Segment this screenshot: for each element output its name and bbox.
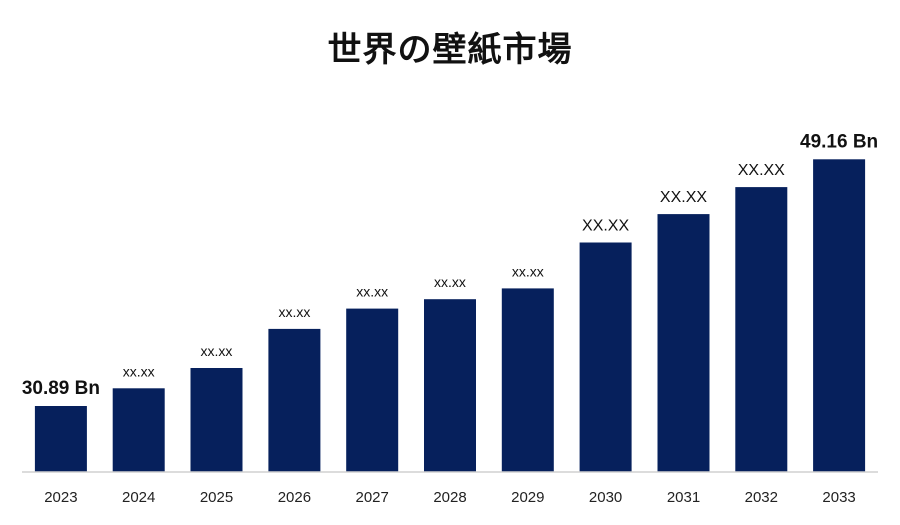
bar-2029 (501, 288, 554, 472)
x-tick-label-2031: 2031 (667, 489, 700, 506)
x-tick-label-2023: 2023 (44, 489, 77, 506)
bar-2027 (346, 308, 399, 472)
data-label-2033: 49.16 Bn (800, 131, 878, 152)
x-tick-label-2028: 2028 (433, 489, 466, 506)
chart-title: 世界の壁紙市場 (327, 30, 573, 70)
data-label-2025: xx.xx (201, 343, 233, 359)
bar-2032 (735, 187, 788, 472)
data-label-2026: xx.xx (278, 304, 310, 320)
bar-2031 (657, 214, 710, 472)
bar-2033 (813, 159, 866, 473)
data-label-2027: xx.xx (356, 284, 388, 300)
bar-2028 (424, 299, 476, 472)
data-labels-group: 30.89 Bn xx.xx xx.xx xx.xx xx.xx xx.xx xx.xx XX… (22, 131, 878, 399)
bar-2030 (579, 242, 632, 472)
x-tick-label-2024: 2024 (122, 489, 155, 506)
x-tick-label-2025: 2025 (200, 489, 233, 506)
bar-2026 (268, 328, 321, 472)
x-tick-label-2029: 2029 (511, 489, 544, 506)
bar-2025 (190, 368, 243, 472)
bars-group (34, 159, 866, 473)
x-tick-labels-group: 2023 2024 2025 2026 2027 2028 2029 2030 2031 2032… (44, 489, 856, 506)
data-label-2029: xx.xx (512, 263, 544, 279)
x-tick-label-2030: 2030 (589, 489, 622, 506)
data-label-2024: xx.xx (123, 363, 155, 379)
x-tick-label-2033: 2033 (822, 489, 855, 506)
data-label-2023: 30.89 Bn (22, 378, 100, 399)
x-tick-label-2027: 2027 (356, 489, 389, 506)
x-tick-label-2032: 2032 (745, 489, 778, 506)
data-label-2028: xx.xx (434, 274, 466, 290)
bar-2024 (112, 388, 165, 472)
data-label-2032: XX.XX (738, 162, 785, 179)
x-tick-label-2026: 2026 (278, 489, 311, 506)
data-label-2031: XX.XX (660, 189, 707, 206)
bar-2023 (34, 406, 87, 472)
data-label-2030: XX.XX (582, 218, 629, 235)
